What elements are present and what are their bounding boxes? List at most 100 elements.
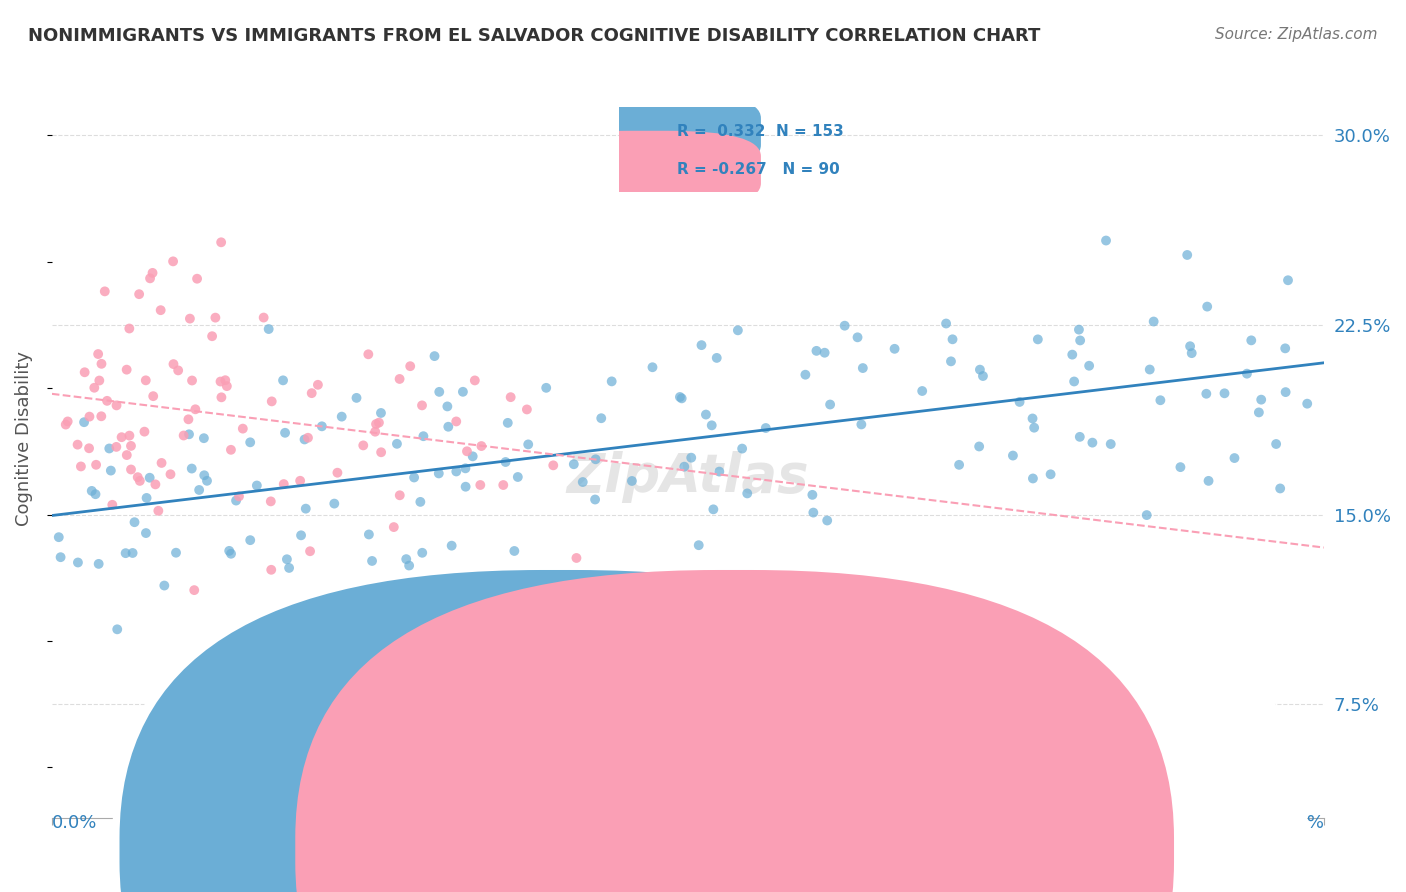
- Point: [49, 550, 72, 565]
- Point: [311, 419, 333, 434]
- Point: [399, 359, 422, 374]
- Point: [239, 533, 262, 548]
- Point: [1024, 420, 1046, 434]
- Text: ZipAtlas: ZipAtlas: [567, 450, 808, 502]
- Point: [464, 373, 486, 387]
- Point: [1099, 437, 1122, 451]
- Point: [516, 402, 538, 417]
- Point: [1081, 435, 1104, 450]
- Point: [600, 375, 623, 389]
- Point: [1175, 248, 1198, 262]
- Point: [846, 330, 869, 344]
- Point: [404, 470, 426, 484]
- Point: [186, 271, 208, 285]
- Point: [370, 445, 392, 459]
- Point: [326, 466, 349, 480]
- Point: [215, 379, 238, 393]
- Point: [755, 421, 778, 435]
- Point: [583, 492, 606, 507]
- Point: [73, 365, 96, 379]
- Point: [941, 332, 963, 346]
- Point: [499, 390, 522, 404]
- Point: [1026, 332, 1049, 346]
- Point: [148, 504, 170, 518]
- Text: R = -0.267   N = 90: R = -0.267 N = 90: [678, 162, 841, 178]
- Point: [388, 488, 411, 502]
- Point: [77, 442, 100, 456]
- Point: [1270, 482, 1292, 496]
- Point: [179, 311, 201, 326]
- Point: [939, 354, 962, 368]
- Point: [409, 495, 432, 509]
- Point: [534, 381, 557, 395]
- Point: [66, 437, 89, 451]
- Point: [135, 373, 157, 387]
- Point: [278, 561, 301, 575]
- Point: [1008, 395, 1031, 409]
- Point: [124, 515, 146, 529]
- Point: [669, 390, 692, 404]
- Point: [620, 474, 643, 488]
- Point: [84, 458, 107, 472]
- Point: [834, 318, 856, 333]
- Point: [225, 493, 247, 508]
- Point: [440, 539, 463, 553]
- Point: [935, 317, 957, 331]
- Point: [1181, 346, 1204, 360]
- Point: [427, 467, 450, 481]
- Point: [149, 303, 172, 318]
- Point: [118, 321, 141, 335]
- Point: [90, 409, 112, 424]
- Point: [94, 285, 117, 299]
- Point: [127, 470, 149, 484]
- Point: [437, 419, 460, 434]
- Point: [294, 501, 316, 516]
- Point: [411, 546, 433, 560]
- Point: [273, 477, 295, 491]
- Point: [70, 459, 93, 474]
- Point: [167, 363, 190, 377]
- Point: [461, 450, 484, 464]
- Point: [709, 465, 731, 479]
- Point: [260, 563, 283, 577]
- Point: [641, 360, 664, 375]
- Point: [735, 486, 758, 500]
- Point: [681, 450, 703, 465]
- Text: NONIMMIGRANTS VS IMMIGRANTS FROM EL SALVADOR COGNITIVE DISABILITY CORRELATION CH: NONIMMIGRANTS VS IMMIGRANTS FROM EL SALV…: [28, 27, 1040, 45]
- Point: [87, 557, 110, 571]
- Point: [794, 368, 817, 382]
- Point: [700, 418, 723, 433]
- Point: [55, 417, 77, 432]
- Point: [1063, 375, 1085, 389]
- Point: [299, 544, 322, 558]
- Point: [517, 437, 540, 451]
- Point: [142, 389, 165, 403]
- Point: [1296, 397, 1319, 411]
- Point: [48, 530, 70, 544]
- Point: [239, 435, 262, 450]
- Point: [727, 323, 749, 337]
- Point: [818, 397, 841, 411]
- Point: [219, 442, 242, 457]
- Point: [150, 456, 173, 470]
- Point: [731, 442, 754, 456]
- Point: [412, 429, 434, 443]
- Point: [1274, 342, 1296, 356]
- Point: [193, 468, 215, 483]
- Point: [56, 414, 79, 428]
- Point: [209, 390, 232, 404]
- Point: [105, 398, 128, 412]
- Point: [145, 477, 167, 491]
- Point: [110, 430, 132, 444]
- Point: [301, 386, 323, 401]
- Point: [454, 480, 477, 494]
- Point: [673, 459, 696, 474]
- Point: [382, 520, 405, 534]
- Text: 100.0%: 100.0%: [1256, 814, 1324, 832]
- Point: [883, 342, 905, 356]
- Point: [1136, 508, 1159, 522]
- Point: [288, 474, 311, 488]
- Point: [706, 351, 728, 365]
- Point: [1022, 471, 1045, 485]
- Point: [688, 538, 710, 552]
